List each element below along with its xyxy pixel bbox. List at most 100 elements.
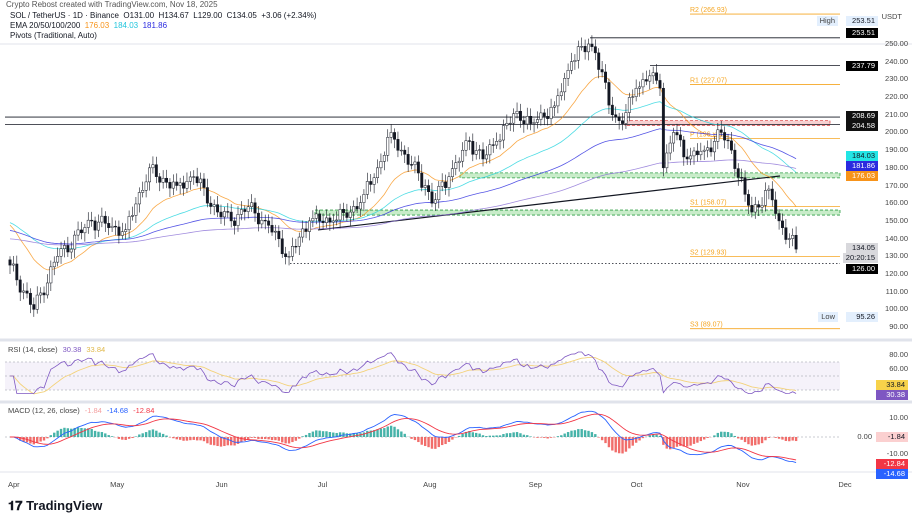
macd-histogram-bar xyxy=(761,437,763,443)
macd-histogram-bar xyxy=(713,435,715,437)
candle-down xyxy=(393,132,395,139)
pivot-label: S3 (89.07) xyxy=(690,322,723,329)
candle-down xyxy=(233,221,235,226)
candle-up xyxy=(301,229,303,237)
macd-histogram-bar xyxy=(696,437,698,443)
macd-histogram-bar xyxy=(33,437,35,444)
macd-histogram-bar xyxy=(574,430,576,437)
macd-histogram-bar xyxy=(182,437,184,441)
candle-down xyxy=(342,209,344,212)
candle-down xyxy=(771,189,773,200)
candle-up xyxy=(448,177,450,188)
macd-legend[interactable]: MACD (12, 26, close) -1.84 -14.68 -12.84 xyxy=(8,406,154,415)
macd-histogram-bar xyxy=(199,437,201,440)
macd-histogram-bar xyxy=(107,435,109,437)
candle-down xyxy=(427,186,429,192)
macd-histogram-bar xyxy=(666,437,668,449)
macd-histogram-bar xyxy=(438,437,440,447)
candle-up xyxy=(135,204,137,215)
macd-histogram-bar xyxy=(472,432,474,437)
macd-histogram-bar xyxy=(332,433,334,437)
macd-histogram-bar xyxy=(288,437,290,443)
macd-histogram-bar xyxy=(274,437,276,440)
candle-up xyxy=(142,190,144,192)
candle-up xyxy=(441,182,443,186)
time-axis-label: Nov xyxy=(736,480,749,489)
candle-up xyxy=(387,137,389,155)
candle-up xyxy=(567,70,569,78)
rsi-legend[interactable]: RSI (14, close) 30.38 33.84 xyxy=(8,345,105,354)
candle-up xyxy=(138,192,140,203)
macd-histogram-bar xyxy=(577,429,579,437)
candle-up xyxy=(632,97,634,98)
macd-histogram-bar xyxy=(301,436,303,437)
macd-histogram-bar xyxy=(152,429,154,437)
macd-histogram-bar xyxy=(546,437,548,438)
candle-up xyxy=(574,60,576,61)
candle-up xyxy=(495,141,497,145)
macd-histogram-bar xyxy=(672,437,674,448)
candle-up xyxy=(131,215,133,216)
price-axis-tick: 200.00 xyxy=(885,127,908,136)
tradingview-logo[interactable]: 𝟏𝟕 TradingView xyxy=(8,498,102,514)
candle-down xyxy=(397,139,399,150)
price-tag-label: High xyxy=(817,16,838,26)
candle-up xyxy=(240,209,242,214)
candle-down xyxy=(104,216,106,223)
candle-down xyxy=(271,225,273,232)
candle-down xyxy=(254,203,256,213)
macd-histogram-bar xyxy=(478,434,480,437)
candle-up xyxy=(172,182,174,188)
candle-down xyxy=(43,293,45,295)
macd-histogram-bar xyxy=(774,437,776,438)
candle-down xyxy=(417,162,419,173)
candle-down xyxy=(19,280,21,292)
macd-histogram-bar xyxy=(608,437,610,447)
candle-up xyxy=(587,44,589,52)
macd-histogram-bar xyxy=(485,436,487,437)
time-axis-label: Aug xyxy=(423,480,436,489)
macd-histogram-bar xyxy=(111,436,113,437)
candle-up xyxy=(22,291,24,292)
candle-down xyxy=(686,157,688,159)
candle-up xyxy=(516,111,518,113)
macd-histogram-bar xyxy=(601,437,603,440)
macd-histogram-bar xyxy=(737,437,739,438)
macd-histogram-bar xyxy=(781,437,783,440)
candle-down xyxy=(659,80,661,88)
price-axis-tick: 130.00 xyxy=(885,251,908,260)
macd-histogram-bar xyxy=(291,437,293,442)
time-axis-label: May xyxy=(110,480,124,489)
macd-histogram-bar xyxy=(281,437,283,442)
candle-down xyxy=(33,305,35,310)
price-axis-tick: 210.00 xyxy=(885,110,908,119)
macd-histogram-bar xyxy=(220,437,222,447)
candle-down xyxy=(284,254,286,257)
candle-down xyxy=(90,220,92,221)
macd-histogram-bar xyxy=(155,431,157,437)
macd-histogram-bar xyxy=(315,430,317,437)
candle-up xyxy=(764,190,766,205)
candle-down xyxy=(210,203,212,206)
candle-up xyxy=(502,126,504,140)
price-axis-tick: 240.00 xyxy=(885,57,908,66)
macd-histogram-bar xyxy=(400,431,402,437)
macd-histogram-bar xyxy=(56,431,58,437)
macd-histogram-bar xyxy=(206,437,208,443)
macd-histogram-bar xyxy=(101,432,103,437)
candle-down xyxy=(165,178,167,182)
macd-histogram-bar xyxy=(257,437,259,439)
price-tag: 208.69 xyxy=(846,111,878,121)
candle-down xyxy=(410,164,412,165)
macd-histogram-bar xyxy=(390,426,392,437)
candle-up xyxy=(186,181,188,188)
macd-histogram-bar xyxy=(795,437,797,441)
candle-up xyxy=(754,205,756,212)
candle-down xyxy=(781,221,783,228)
macd-histogram-bar xyxy=(778,437,780,439)
macd-histogram-bar xyxy=(128,437,130,439)
candle-up xyxy=(400,150,402,151)
candle-down xyxy=(9,260,11,265)
macd-histogram-bar xyxy=(509,433,511,437)
